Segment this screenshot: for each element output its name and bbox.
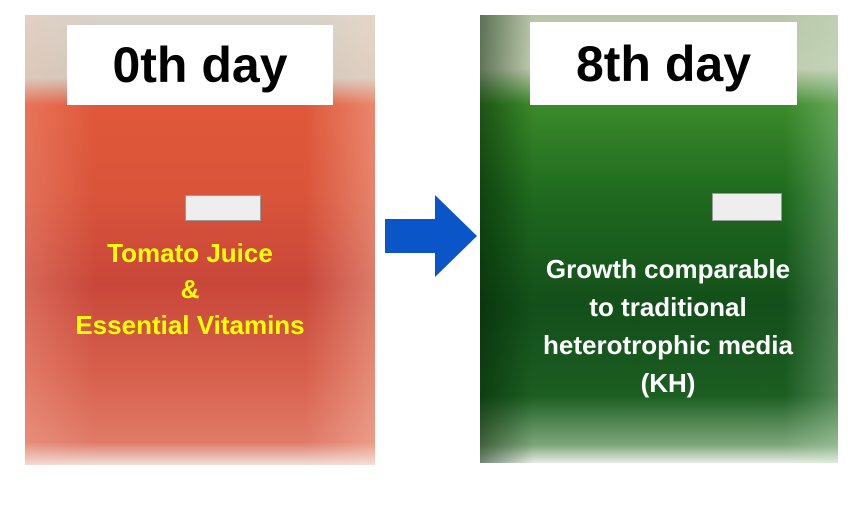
caption-line: heterotrophic media bbox=[543, 330, 793, 360]
caption-line: (KH) bbox=[640, 368, 696, 398]
caption-after: Growth comparable to traditional heterot… bbox=[500, 250, 836, 402]
caption-line: Essential Vitamins bbox=[75, 310, 305, 340]
caption-line: to traditional bbox=[589, 292, 747, 322]
caption-line: Growth comparable bbox=[545, 254, 791, 284]
beaker-tag bbox=[185, 195, 261, 221]
beaker-tag bbox=[712, 193, 782, 221]
caption-line: & bbox=[180, 274, 200, 304]
caption-before: Tomato Juice & Essential Vitamins bbox=[25, 234, 355, 344]
arrow-right-icon bbox=[385, 195, 477, 277]
day-label-after: 8th day bbox=[530, 22, 797, 105]
caption-line: Tomato Juice bbox=[107, 238, 273, 268]
day-label-before: 0th day bbox=[67, 25, 333, 105]
